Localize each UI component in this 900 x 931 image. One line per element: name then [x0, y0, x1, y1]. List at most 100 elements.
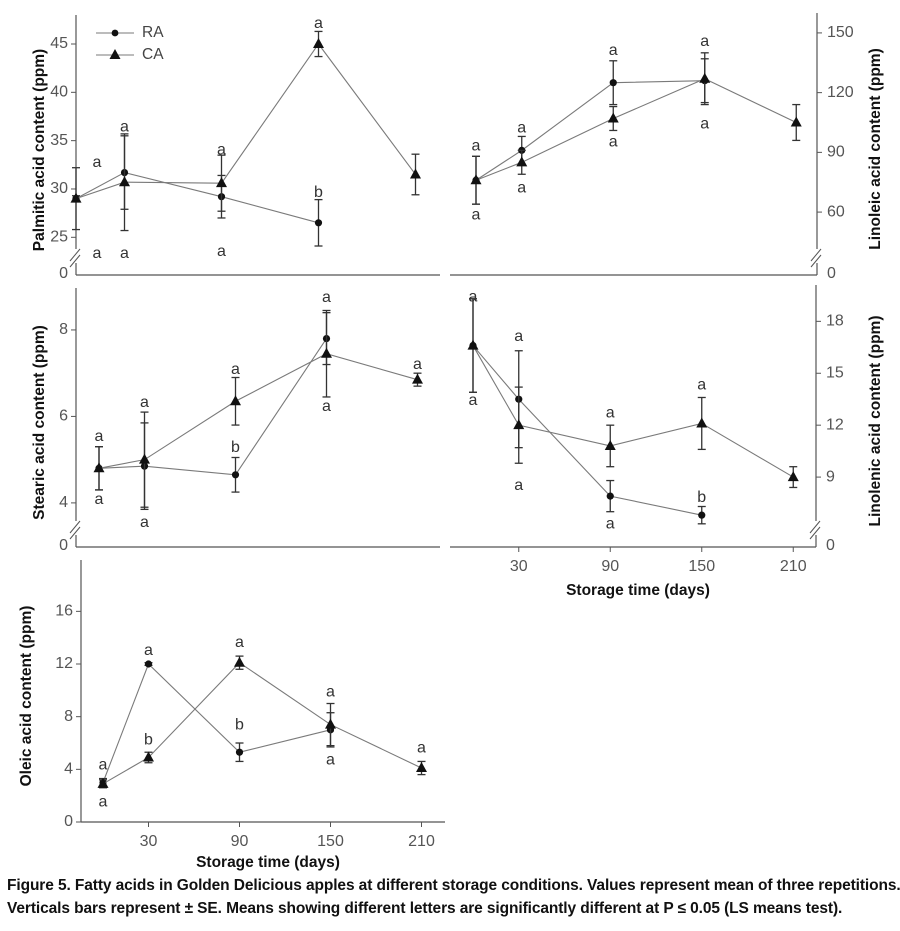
data-point-circle — [609, 79, 617, 87]
data-point-circle — [231, 471, 240, 479]
oleic-panel: 0 4 8 12 16 30 90 150 210 Oleic acid content (ppm… — [18, 560, 445, 871]
series-ra — [95, 311, 331, 511]
significance-letter: a — [413, 356, 422, 373]
significance-letter: a — [700, 116, 709, 133]
series-ca — [467, 298, 799, 489]
data-point-triangle — [97, 777, 109, 788]
data-point-triangle — [230, 395, 241, 406]
x-tick-label: 150 — [317, 833, 344, 850]
linoleic-panel: 0 60 90 120 150 Linoleic acid content (ppm) a a… — [450, 13, 884, 282]
data-point-circle — [235, 748, 244, 756]
significance-letter: a — [140, 394, 149, 411]
significance-letter: a — [326, 684, 335, 701]
significance-letter: a — [231, 361, 240, 378]
y-tick-label: 60 — [827, 203, 845, 220]
series-ra — [469, 298, 706, 525]
axis-break-mark — [69, 520, 81, 534]
significance-letter: a — [514, 328, 523, 345]
x-tick-label: 210 — [408, 833, 435, 850]
y-tick-label: 0 — [59, 537, 68, 554]
significance-letter: b — [697, 489, 706, 506]
data-point-triangle — [93, 462, 105, 473]
series-ca — [470, 52, 802, 205]
significance-letter: a — [517, 179, 526, 196]
x-tick-label: 90 — [601, 558, 619, 575]
significance-letter: a — [417, 739, 426, 756]
data-point-triangle — [216, 177, 227, 188]
x-tick-label: 210 — [780, 558, 807, 575]
x-tick-label: 90 — [231, 833, 249, 850]
y-axis-title: Stearic acid content (ppm) — [31, 325, 48, 520]
data-point-circle — [698, 511, 706, 519]
series-line — [102, 661, 422, 785]
series-ra — [472, 58, 709, 205]
series-ca — [70, 30, 421, 232]
significance-letter: a — [514, 477, 523, 494]
significance-letter: a — [95, 491, 104, 508]
significance-letter: a — [99, 757, 108, 774]
data-point-triangle — [416, 762, 427, 773]
significance-letter: a — [314, 15, 323, 32]
significance-letter: b — [314, 184, 323, 201]
y-tick-label: 15 — [826, 364, 844, 381]
legend-circle-icon — [111, 29, 119, 37]
x-tick-label: 30 — [510, 558, 528, 575]
series-ra — [99, 660, 335, 788]
significance-letter: a — [322, 289, 331, 306]
significance-letter: a — [326, 751, 335, 768]
significance-letter: a — [606, 404, 615, 421]
axis-break-mark — [69, 254, 81, 268]
significance-letter: a — [217, 142, 226, 159]
y-tick-label: 150 — [827, 24, 854, 41]
y-tick-label: 0 — [64, 813, 73, 830]
significance-letter: a — [93, 154, 102, 171]
series-line — [98, 338, 327, 476]
x-tick-label: 30 — [140, 833, 158, 850]
data-point-triangle — [516, 156, 528, 167]
y-tick-label: 9 — [826, 468, 835, 485]
x-axis-title: Storage time (days) — [196, 854, 340, 871]
data-point-triangle — [410, 168, 421, 179]
linolenic-panel: 0 9 12 15 18 30 90 150 210 Linolenic acid content… — [450, 285, 884, 599]
y-axis-title: Linoleic acid content (ppm) — [867, 48, 884, 250]
significance-letter: a — [99, 793, 108, 810]
y-tick-label: 45 — [50, 35, 68, 52]
y-axis-title: Linolenic acid content (ppm) — [867, 316, 884, 527]
significance-letter: a — [95, 428, 104, 445]
y-axis-title: Oleic acid content (ppm) — [18, 606, 35, 787]
y-tick-label: 0 — [59, 265, 68, 282]
significance-letter: b — [235, 716, 244, 733]
data-point-triangle — [467, 339, 479, 350]
axis-break-mark — [810, 248, 822, 262]
y-tick-label: 90 — [827, 144, 845, 161]
series-ca — [93, 309, 423, 508]
y-tick-label: 35 — [50, 132, 68, 149]
data-point-triangle — [513, 419, 525, 430]
series-ra — [72, 135, 323, 247]
y-tick-label: 8 — [59, 321, 68, 338]
x-tick-label: 150 — [688, 558, 715, 575]
significance-letter: a — [606, 516, 615, 533]
axis-break-mark — [809, 526, 821, 540]
y-tick-label: 16 — [55, 603, 73, 620]
data-point-triangle — [119, 176, 130, 187]
series-line — [102, 663, 331, 783]
axis-break-mark — [69, 248, 81, 262]
legend: RA CA — [96, 24, 164, 63]
stearic-panel: 0 4 6 8 Stearic acid content (ppm) a a a a a b a a a — [31, 288, 440, 554]
significance-letter: a — [609, 42, 618, 59]
data-point-triangle — [604, 439, 616, 450]
significance-letter: a — [322, 398, 331, 415]
y-tick-label: 25 — [50, 229, 68, 246]
y-tick-label: 4 — [59, 494, 68, 511]
x-axis-title: Storage time (days) — [566, 582, 710, 599]
series-line — [475, 80, 705, 181]
y-tick-label: 12 — [55, 655, 73, 672]
significance-letter: a — [120, 118, 129, 135]
data-point-triangle — [790, 116, 802, 127]
y-tick-label: 40 — [50, 84, 68, 101]
data-point-triangle — [699, 72, 711, 83]
figure-caption-line-1: Figure 5. Fatty acids in Golden Deliciou… — [7, 877, 900, 894]
